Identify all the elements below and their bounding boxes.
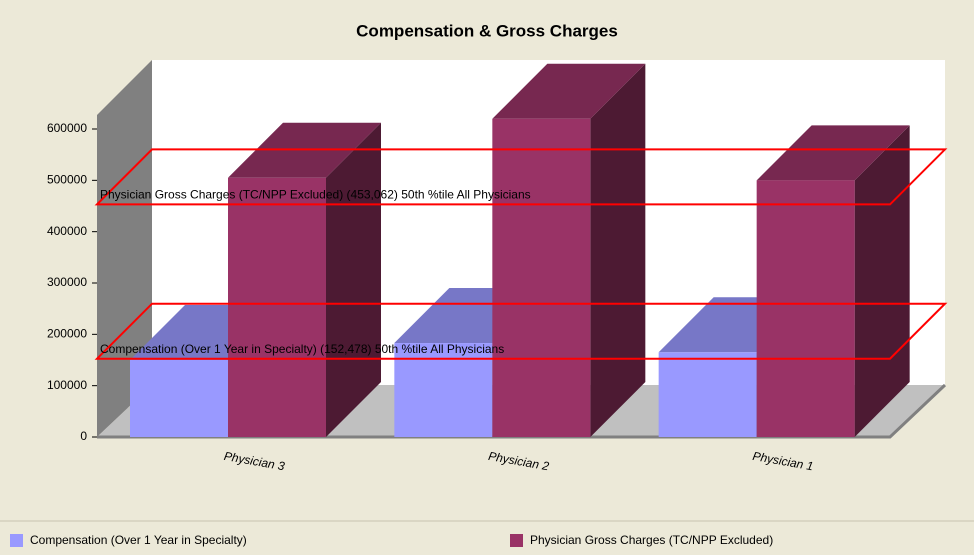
- bar-front: [658, 352, 757, 437]
- y-tick-label: 200000: [47, 327, 87, 341]
- y-tick-label: 0: [80, 429, 87, 443]
- side-wall: [97, 60, 152, 437]
- plot: 0 100000 200000 300000 400000 500000 600000 Phy…: [47, 63, 948, 473]
- bar-side: [326, 122, 381, 438]
- bar-front: [130, 360, 228, 437]
- chart-title: Compensation & Gross Charges: [356, 21, 618, 40]
- reference-line: [94, 302, 948, 360]
- bar: [492, 63, 646, 437]
- bar-front: [492, 118, 591, 437]
- bar-front: [756, 180, 855, 438]
- y-tick-label: 400000: [47, 224, 87, 238]
- y-tick-label: 300000: [47, 275, 87, 289]
- y-tick-label: 100000: [47, 378, 87, 392]
- floor-edge: [97, 383, 947, 439]
- legend-swatch: [10, 534, 23, 547]
- legend-label: Compensation (Over 1 Year in Specialty): [30, 533, 247, 547]
- y-tick-label: 500000: [47, 173, 87, 187]
- bar: [756, 125, 910, 438]
- bar-front: [394, 343, 493, 437]
- bar: [228, 122, 381, 438]
- legend-label: Physician Gross Charges (TC/NPP Excluded…: [530, 533, 773, 547]
- reference-label: Compensation (Over 1 Year in Specialty) …: [100, 342, 504, 356]
- bar-top: [756, 125, 910, 181]
- y-tick-label: 600000: [47, 121, 87, 135]
- bar-side: [590, 63, 646, 437]
- reference-label: Physician Gross Charges (TC/NPP Excluded…: [100, 188, 531, 202]
- bar-front: [228, 177, 326, 437]
- legend-swatch: [510, 534, 523, 547]
- bar-top: [492, 63, 646, 119]
- reference-line: [94, 148, 948, 206]
